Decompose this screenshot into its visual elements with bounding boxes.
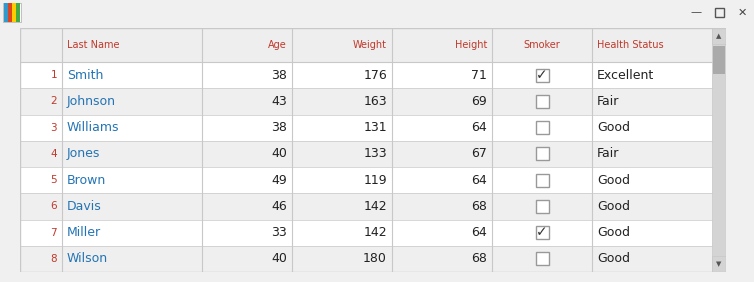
Bar	[20, 62, 712, 88]
Text: ✓: ✓	[536, 68, 548, 82]
Text: 131: 131	[363, 121, 387, 134]
Bar	[535, 174, 548, 187]
Bar	[20, 167, 712, 193]
Text: Age: Age	[268, 40, 287, 50]
Text: Jones: Jones	[67, 147, 100, 160]
Text: 69: 69	[471, 95, 487, 108]
Text: 180: 180	[363, 252, 387, 265]
Bar	[715, 8, 724, 17]
Text: 142: 142	[363, 200, 387, 213]
Text: 49: 49	[271, 174, 287, 187]
Text: Williams: Williams	[67, 121, 119, 134]
Text: Last Name: Last Name	[67, 40, 119, 50]
Text: 68: 68	[471, 252, 487, 265]
Text: ▲: ▲	[716, 33, 722, 39]
Bar	[713, 46, 725, 74]
Text: 6: 6	[51, 201, 57, 212]
Text: Excellent: Excellent	[597, 69, 654, 81]
Bar	[535, 69, 548, 81]
Text: Good: Good	[597, 226, 630, 239]
Text: 38: 38	[271, 121, 287, 134]
Bar	[712, 28, 726, 272]
Text: 8: 8	[51, 254, 57, 264]
Text: Good: Good	[597, 174, 630, 187]
Text: 67: 67	[471, 147, 487, 160]
Text: 64: 64	[471, 174, 487, 187]
Text: Fair: Fair	[597, 95, 619, 108]
Text: Fair: Fair	[597, 147, 619, 160]
Text: 71: 71	[471, 69, 487, 81]
Text: 43: 43	[271, 95, 287, 108]
Bar	[712, 28, 726, 44]
Text: 38: 38	[271, 69, 287, 81]
Text: 163: 163	[363, 95, 387, 108]
Text: 2: 2	[51, 96, 57, 106]
Text: Wilson: Wilson	[67, 252, 108, 265]
Text: Johnson: Johnson	[67, 95, 116, 108]
Bar	[712, 256, 726, 272]
Bar	[535, 226, 548, 239]
Text: 33: 33	[271, 226, 287, 239]
Bar	[535, 147, 548, 160]
Text: Good: Good	[597, 121, 630, 134]
Text: 4: 4	[51, 149, 57, 159]
Text: Weight: Weight	[353, 40, 387, 50]
Bar	[4, 3, 8, 22]
Bar	[535, 121, 548, 134]
Text: 1: 1	[51, 70, 57, 80]
Text: Smoker: Smoker	[523, 40, 560, 50]
Text: 3: 3	[51, 123, 57, 133]
Text: 46: 46	[271, 200, 287, 213]
Bar	[535, 200, 548, 213]
Text: 176: 176	[363, 69, 387, 81]
Text: 7: 7	[51, 228, 57, 238]
Text: Good: Good	[597, 252, 630, 265]
Bar	[20, 193, 712, 219]
Bar	[3, 3, 21, 22]
Text: 133: 133	[363, 147, 387, 160]
Bar	[20, 88, 712, 114]
Bar	[535, 252, 548, 265]
Bar	[20, 246, 712, 272]
Text: Davis: Davis	[67, 200, 102, 213]
Text: 68: 68	[471, 200, 487, 213]
Text: ✓: ✓	[536, 226, 548, 240]
Bar	[16, 3, 20, 22]
Bar	[20, 28, 712, 62]
Text: Health Status: Health Status	[597, 40, 664, 50]
Text: Brown: Brown	[67, 174, 106, 187]
Text: Smith: Smith	[67, 69, 103, 81]
Bar	[20, 219, 712, 246]
Text: Miller: Miller	[67, 226, 101, 239]
Text: 119: 119	[363, 174, 387, 187]
Text: —: —	[691, 8, 701, 17]
Text: Height: Height	[455, 40, 487, 50]
Bar	[20, 114, 712, 141]
Bar	[535, 95, 548, 108]
Text: 142: 142	[363, 226, 387, 239]
Bar	[8, 3, 12, 22]
Bar	[20, 141, 712, 167]
Text: ✕: ✕	[737, 8, 746, 17]
Text: 40: 40	[271, 252, 287, 265]
Text: 5: 5	[51, 175, 57, 185]
Text: 40: 40	[271, 147, 287, 160]
Text: 64: 64	[471, 121, 487, 134]
Text: Good: Good	[597, 200, 630, 213]
Text: ▼: ▼	[716, 261, 722, 267]
Bar	[12, 3, 16, 22]
Text: 64: 64	[471, 226, 487, 239]
